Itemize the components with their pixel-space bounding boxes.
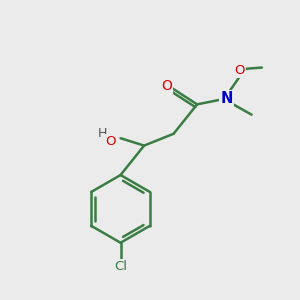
Text: H: H: [98, 127, 107, 140]
Text: N: N: [220, 91, 233, 106]
Text: Cl: Cl: [114, 260, 127, 273]
Text: O: O: [235, 64, 245, 77]
Text: O: O: [161, 79, 172, 93]
Text: O: O: [106, 135, 116, 148]
